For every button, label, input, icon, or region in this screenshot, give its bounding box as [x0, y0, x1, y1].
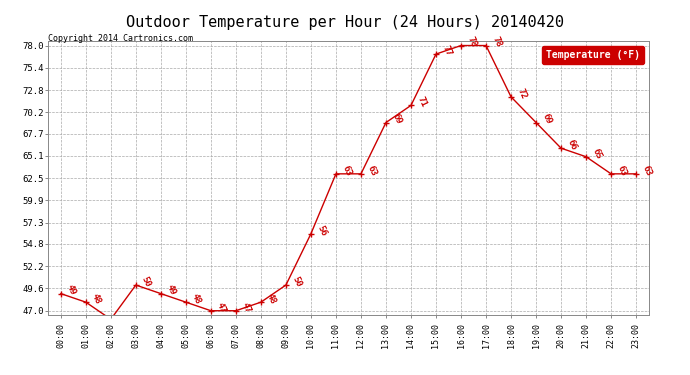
Text: 63: 63	[615, 164, 628, 177]
Text: 50: 50	[140, 275, 152, 288]
Text: 49: 49	[165, 284, 178, 297]
Text: 48: 48	[90, 292, 103, 306]
Text: 66: 66	[565, 138, 578, 152]
Text: 48: 48	[265, 292, 278, 306]
Text: 78: 78	[490, 35, 503, 49]
Text: 63: 63	[640, 164, 653, 177]
Text: 50: 50	[290, 275, 303, 288]
Text: 71: 71	[415, 95, 428, 109]
Legend: Temperature (°F): Temperature (°F)	[542, 46, 644, 64]
Text: 69: 69	[540, 112, 553, 126]
Text: 77: 77	[440, 44, 453, 57]
Text: 47: 47	[215, 301, 228, 314]
Text: Outdoor Temperature per Hour (24 Hours) 20140420: Outdoor Temperature per Hour (24 Hours) …	[126, 15, 564, 30]
Text: 48: 48	[190, 292, 203, 306]
Text: 47: 47	[240, 301, 253, 314]
Text: 49: 49	[65, 284, 78, 297]
Text: 65: 65	[590, 147, 603, 160]
Text: 46: 46	[0, 374, 1, 375]
Text: Copyright 2014 Cartronics.com: Copyright 2014 Cartronics.com	[48, 34, 193, 43]
Text: 56: 56	[315, 224, 328, 237]
Text: 69: 69	[390, 112, 403, 126]
Text: 78: 78	[465, 35, 478, 49]
Text: 63: 63	[340, 164, 353, 177]
Text: 72: 72	[515, 87, 528, 100]
Text: 63: 63	[365, 164, 378, 177]
